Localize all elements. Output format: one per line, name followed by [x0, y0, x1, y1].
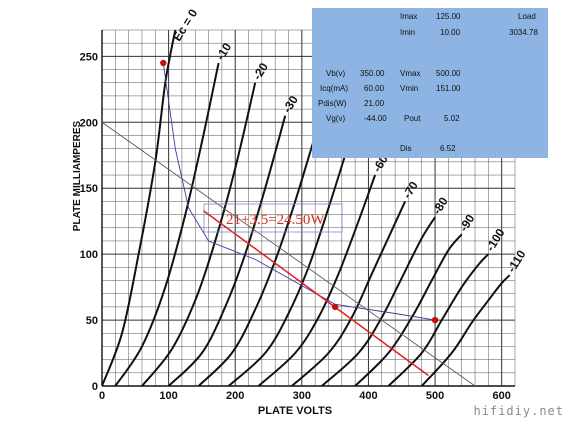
icq-label: Icq(mA) [320, 84, 348, 93]
series-line [202, 209, 429, 377]
icq-value: 60.00 [364, 84, 385, 93]
imax-value: 125.00 [436, 12, 461, 21]
curve-label: -20 [250, 60, 271, 82]
curve-label: -70 [400, 179, 421, 201]
x-tick-label: 400 [359, 390, 377, 402]
tube-curves [102, 30, 511, 386]
y-axis-label: PLATE MILLIAMPERES [72, 120, 83, 231]
y-tick-label: 250 [80, 51, 98, 63]
load-label: Load [518, 12, 536, 21]
x-tick-label: 500 [426, 390, 444, 402]
x-axis-label: PLATE VOLTS [258, 405, 332, 417]
vb-value: 350.00 [360, 69, 385, 78]
y-tick-label: 150 [80, 183, 98, 195]
curve-label: -110 [504, 247, 528, 275]
tube-curve [420, 274, 511, 386]
x-tick-label: 300 [293, 390, 311, 402]
x-tick-label: 200 [226, 390, 244, 402]
dis-value: 6.52 [440, 144, 456, 153]
x-tick-label: 100 [159, 390, 177, 402]
pout-label: Pout [404, 114, 421, 123]
series-line [162, 62, 436, 321]
tube-curve [167, 115, 287, 386]
imin-value: 10.00 [440, 28, 461, 37]
curve-label: -90 [456, 212, 477, 234]
series-line [101, 121, 476, 387]
dis-label: Dis [400, 144, 412, 153]
data-point [160, 59, 167, 67]
tube-curve [102, 30, 177, 386]
y-tick-label: 200 [80, 117, 98, 129]
y-tick-label: 50 [86, 315, 98, 327]
tube-curve [387, 253, 490, 386]
tube-curve [197, 135, 317, 386]
x-tick-label: 600 [492, 390, 510, 402]
y-tick-label: 0 [92, 381, 98, 393]
x-tick-label: 0 [99, 390, 105, 402]
pout-value: 5.02 [444, 114, 460, 123]
vmax-label: Vmax [400, 69, 421, 78]
tube-curve [257, 174, 377, 386]
imin-label: Imin [400, 28, 416, 37]
curve-label: -10 [213, 40, 234, 62]
tube-curve [321, 216, 436, 386]
load-value: 3034.78 [509, 28, 538, 37]
data-point [431, 316, 439, 324]
curve-label: -80 [430, 194, 451, 216]
data-point [331, 303, 339, 311]
vmin-value: 151.00 [436, 84, 461, 93]
curve-label: Eᴄ = 0 [170, 6, 201, 43]
tube-curve [114, 62, 220, 386]
chart-axes: PLATE MILLIAMPERES PLATE VOLTS 0 100 200 30… [72, 30, 515, 417]
pdis-label: Pdis(W) [318, 99, 347, 108]
curve-label: -30 [280, 93, 301, 115]
load-line-series [101, 62, 476, 387]
chart-grid [101, 29, 516, 387]
operating-points [160, 59, 439, 324]
y-tick-label: 100 [80, 249, 98, 261]
annotation-box [203, 203, 343, 233]
pdis-value: 21.00 [364, 99, 385, 108]
calculation-panel: Imax 125.00 Load Imin 10.00 3034.78 Vb(v… [312, 8, 548, 158]
tube-curve [354, 233, 463, 386]
curve-label: -100 [483, 226, 508, 254]
vmin-label: Vmin [400, 84, 419, 93]
vg-value: -44.00 [364, 114, 387, 123]
watermark: hifidiy.net [473, 404, 564, 418]
vmax-value: 500.00 [436, 69, 461, 78]
imax-label: Imax [400, 12, 418, 21]
annotation-text: 21+3.5=24.50W [226, 212, 325, 228]
tube-curve [227, 155, 347, 386]
tube-curve [141, 82, 257, 386]
vg-label: Vg(v) [326, 114, 346, 123]
tube-curve [291, 200, 407, 386]
vb-label: Vb(v) [326, 69, 346, 78]
power-annotation: 21+3.5=24.50W [203, 203, 343, 233]
